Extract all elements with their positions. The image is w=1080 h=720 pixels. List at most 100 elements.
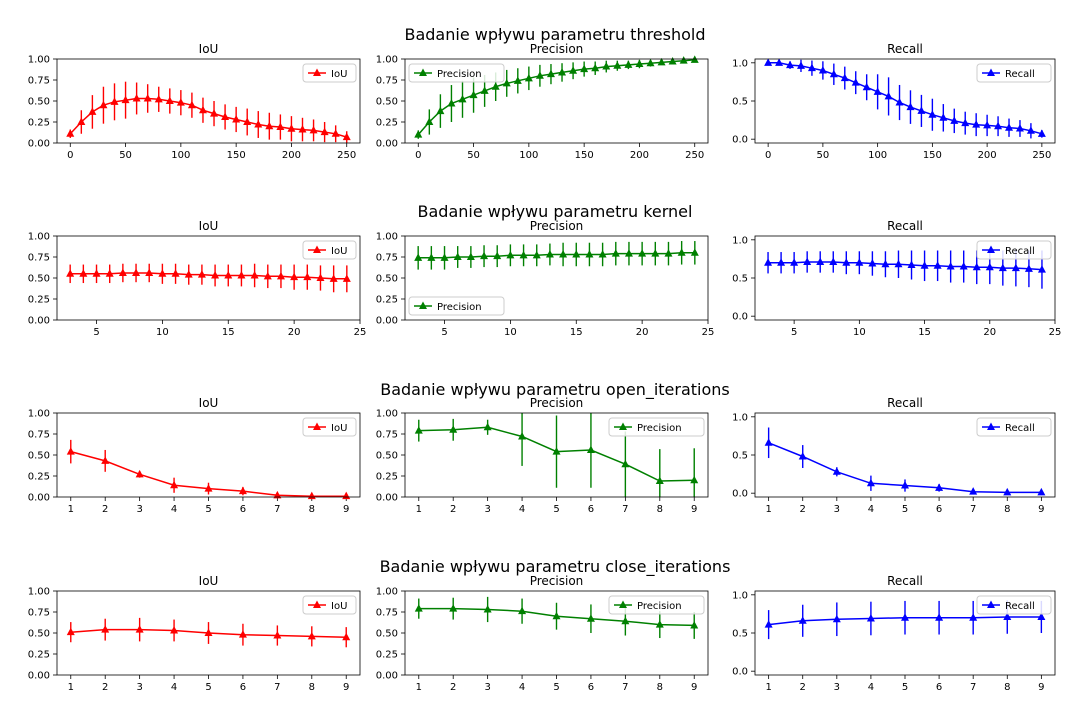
data-point	[920, 261, 929, 269]
y-tick-label: 0.50	[28, 274, 50, 285]
y-tick-label: 1.00	[28, 55, 50, 66]
series-line-precision	[418, 252, 695, 259]
legend-marker	[313, 245, 321, 253]
data-point	[1003, 487, 1012, 496]
legend-marker	[313, 422, 321, 430]
data-point	[298, 125, 307, 133]
y-tick-label: 0.25	[28, 118, 50, 129]
legend-label: Precision	[437, 302, 482, 313]
x-tick-label: 9	[691, 504, 697, 515]
legend-box	[976, 417, 1052, 437]
x-tick-label: 2	[450, 504, 456, 515]
data-point	[232, 114, 241, 123]
data-point	[624, 60, 633, 68]
data-point	[840, 73, 849, 82]
data-point	[342, 132, 351, 141]
data-point	[1037, 612, 1046, 620]
data-point	[342, 274, 351, 282]
data-point	[690, 248, 699, 256]
x-tick-label: 150	[923, 150, 942, 161]
legend-label: Recall	[1005, 423, 1035, 434]
data-point	[664, 249, 673, 257]
x-tick-label: 20	[983, 327, 996, 338]
data-point	[254, 120, 263, 128]
x-tick-label: 10	[853, 327, 866, 338]
subplot-precision: Precision 5 10 15 20 25 0.00 0.25 0.50 0.75 1.00 Pr…	[376, 219, 715, 338]
x-tick-label: 25	[702, 327, 715, 338]
x-tick-label: 10	[156, 327, 169, 338]
legend: IoU	[302, 417, 357, 437]
subplot-iou: IoU 0 50 100 150 200 250 0.00 0.25 0.50 0.75 1.00 Io…	[28, 42, 361, 161]
data-point	[777, 258, 786, 266]
data-point	[342, 632, 351, 641]
x-tick-label: 4	[171, 504, 177, 515]
x-tick-label: 3	[834, 504, 840, 515]
data-point	[243, 117, 252, 125]
data-point	[198, 105, 207, 114]
x-tick-label: 7	[622, 682, 628, 693]
data-point	[917, 106, 926, 114]
y-tick-label: 0.0	[732, 312, 748, 323]
data-point	[935, 613, 944, 621]
data-point	[110, 97, 119, 105]
data-point	[440, 253, 449, 261]
x-tick-label: 5	[93, 327, 99, 338]
data-point	[121, 95, 130, 104]
data-point	[798, 616, 807, 624]
x-tick-label: 25	[354, 327, 367, 338]
x-tick-label: 8	[309, 682, 315, 693]
data-point	[906, 102, 915, 111]
legend-box	[976, 63, 1052, 83]
data-point	[154, 94, 163, 103]
data-point	[855, 258, 864, 266]
data-point	[414, 130, 423, 138]
subplot-iou: IoU 1 2 3 4 5 6 7 8 9 0.00 0.25 0.50 0.75 1.00 IoU	[28, 574, 361, 693]
y-tick-label: 0.0	[732, 667, 748, 678]
y-tick-label: 0.50	[376, 629, 398, 640]
axes-frame	[56, 235, 361, 321]
data-point	[66, 129, 75, 137]
y-tick-label: 0.50	[376, 97, 398, 108]
y-tick-label: 0.00	[28, 139, 50, 150]
legend: Recall	[976, 595, 1052, 615]
data-point	[466, 252, 475, 260]
data-point	[552, 611, 561, 620]
x-tick-label: 6	[936, 504, 942, 515]
x-tick-label: 3	[834, 682, 840, 693]
data-point	[668, 57, 677, 65]
data-point	[427, 253, 436, 261]
data-point	[829, 69, 838, 78]
x-tick-label: 1	[68, 682, 74, 693]
data-point	[273, 631, 282, 639]
y-tick-label: 0.00	[28, 493, 50, 504]
x-tick-label: 9	[691, 682, 697, 693]
x-tick-label: 100	[868, 150, 887, 161]
y-tick-label: 1.00	[376, 409, 398, 420]
data-point	[506, 250, 515, 259]
axes-frame	[404, 58, 709, 144]
y-tick-label: 1.00	[28, 409, 50, 420]
axes-frame	[56, 58, 361, 144]
data-point	[994, 121, 1003, 130]
x-tick-label: 6	[588, 682, 594, 693]
y-tick-label: 1.0	[732, 590, 748, 601]
y-tick-label: 0.75	[376, 430, 398, 441]
data-point	[873, 87, 882, 95]
data-point	[276, 271, 285, 280]
data-point	[884, 91, 893, 100]
data-point	[309, 125, 318, 134]
data-point	[972, 262, 981, 271]
data-point	[935, 483, 944, 491]
y-tick-label: 1.00	[376, 232, 398, 243]
data-point	[679, 56, 688, 64]
axes-frame	[754, 235, 1056, 321]
y-tick-label: 0.00	[376, 316, 398, 327]
legend-marker	[419, 301, 427, 309]
data-point	[320, 127, 329, 136]
y-tick-label: 0.00	[376, 671, 398, 682]
x-tick-label: 9	[1038, 504, 1044, 515]
legend-marker	[619, 600, 627, 608]
data-point	[611, 249, 620, 257]
data-point	[651, 249, 660, 257]
legend: Precision	[408, 63, 505, 83]
